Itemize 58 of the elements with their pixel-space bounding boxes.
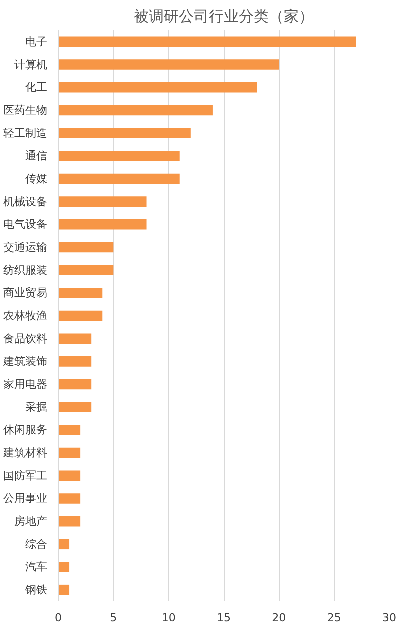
bar: [58, 150, 180, 162]
y-tick-label: 建筑材料: [2, 446, 48, 460]
bar: [58, 516, 81, 527]
y-tick-label: 农林牧渔: [4, 310, 48, 322]
bar: [58, 470, 81, 482]
y-tick-label: 建筑装饰: [2, 355, 48, 368]
y-tick-label: 纺织服装: [4, 264, 48, 277]
y-tick-label: 汽车: [26, 560, 48, 574]
bar: [58, 310, 103, 322]
bar: [58, 128, 191, 138]
bar: [58, 265, 114, 276]
y-tick-label: 通信: [26, 150, 48, 163]
y-tick-label: 机械设备: [4, 195, 48, 208]
y-tick-label: 轻工制造: [4, 126, 48, 140]
bar: [58, 220, 147, 230]
bar: [58, 584, 70, 596]
x-tick-label: 30: [382, 612, 396, 624]
x-tick-label: 10: [162, 612, 176, 624]
y-tick-label: 计算机: [14, 58, 48, 72]
y-tick-label: 综合: [26, 538, 48, 551]
x-tick-label: 20: [272, 612, 286, 624]
y-tick-label: 采掘: [26, 400, 48, 414]
y-tick-label: 商业贸易: [4, 286, 48, 300]
bar: [58, 402, 92, 412]
y-tick-label: 公用事业: [4, 492, 48, 506]
x-tick-label: 0: [55, 612, 62, 624]
x-tick-label: 5: [110, 612, 118, 624]
bar: [58, 425, 81, 436]
bar: [58, 379, 92, 390]
bar: [58, 174, 180, 184]
bar: [58, 288, 103, 298]
y-tick-label: 电气设备: [4, 218, 48, 232]
bar: [58, 356, 92, 367]
bar: [58, 334, 92, 344]
bar: [58, 562, 70, 572]
y-tick-label: 家用电器: [4, 378, 48, 392]
y-tick-label: 化工: [26, 81, 48, 94]
bar: [58, 448, 81, 458]
bar: [58, 494, 81, 504]
y-tick-label: 传媒: [26, 172, 48, 186]
y-tick-label: 交通运输: [4, 240, 48, 254]
bar: [58, 196, 147, 207]
x-tick-label: 15: [217, 612, 231, 624]
y-tick-label: 食品饮料: [4, 332, 48, 346]
bar: [58, 539, 70, 550]
chart-title: 被调研公司行业分类（家）: [134, 8, 314, 26]
y-tick-label: 国防军工: [4, 469, 48, 482]
y-tick-label: 钢铁: [24, 584, 48, 597]
bar: [58, 36, 356, 48]
bar: [58, 82, 258, 93]
bar: [58, 242, 114, 253]
y-tick-label: 房地产: [14, 515, 48, 528]
y-tick-label: 休闲服务: [4, 424, 48, 437]
bar: [58, 60, 280, 70]
bar: [58, 105, 213, 116]
y-tick-label: 医药生物: [4, 104, 48, 117]
y-tick-label: 电子: [26, 35, 48, 48]
x-tick-label: 25: [327, 612, 342, 624]
